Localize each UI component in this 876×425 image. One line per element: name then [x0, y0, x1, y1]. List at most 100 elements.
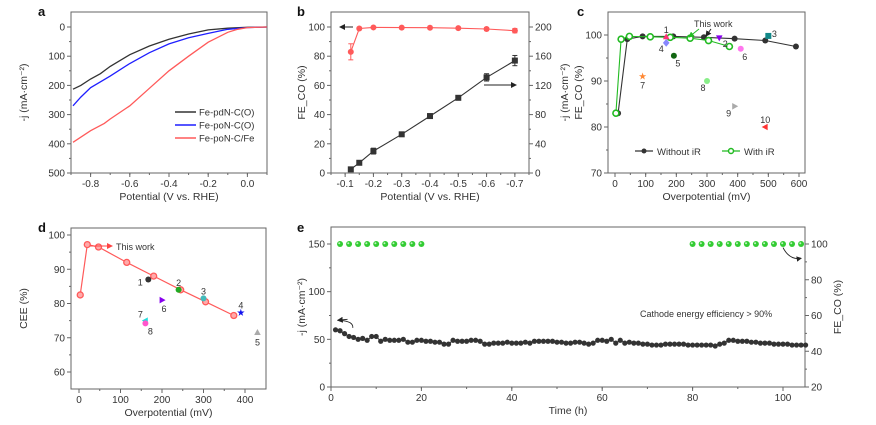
data-point-b — [370, 148, 377, 155]
data-point-e-fe — [689, 241, 696, 247]
data-point-e-current — [405, 339, 411, 345]
panel-b: -0.1 -0.2 -0.3 -0.4 -0.5 -0.6 -0.7 0 20 40 60 80 100… — [296, 11, 571, 203]
panel-label-c: c — [577, 4, 584, 19]
x-tick-label-d: 400 — [237, 395, 254, 406]
y-tick-label-e: 100 — [308, 287, 325, 298]
data-point-e-fe — [418, 241, 425, 247]
legend-label-a-2: Fe-poN-C/Fe — [199, 134, 254, 145]
reference-label-c-2: 2 — [723, 39, 728, 49]
reference-marker-d-8 — [142, 320, 149, 327]
data-point-e-fe-highlight — [338, 242, 341, 245]
data-point-e-fe — [770, 241, 777, 247]
y-tick-label-a: 0 — [59, 23, 65, 34]
data-point-e-fe-highlight — [772, 242, 775, 245]
x-axis-title-b: Potential (V vs. RHE) — [380, 191, 479, 203]
data-point-e-current — [626, 339, 632, 345]
data-point-e-current — [784, 341, 791, 347]
x-tick-label-a: -0.2 — [200, 179, 218, 190]
data-point-e-current — [753, 339, 759, 345]
data-point-b — [455, 94, 462, 101]
panel-label-d: d — [38, 220, 46, 235]
data-point-e-fe-highlight — [726, 242, 729, 245]
reference-marker-d-2 — [175, 286, 182, 293]
arrow-icon — [688, 28, 700, 38]
data-point-e-current — [671, 341, 678, 347]
data-point-e-current — [545, 338, 551, 344]
data-point-c — [612, 109, 620, 117]
y-tick-label-c: 100 — [585, 31, 602, 42]
data-point-e-fe — [337, 241, 344, 247]
data-point-e-fe — [734, 241, 741, 247]
data-point-e-current — [586, 341, 592, 347]
data-point-e-current — [717, 341, 723, 347]
x-tick-label-a: -0.6 — [121, 179, 139, 190]
x-tick-label-b: -0.6 — [478, 179, 496, 190]
reference-marker-c-8 — [704, 78, 710, 84]
data-point-e-fe-highlight — [781, 242, 784, 245]
x-tick-label-e: 100 — [775, 393, 792, 404]
data-point-b — [427, 113, 433, 120]
reference-label-d-4: 4 — [238, 301, 243, 311]
data-point-d — [123, 258, 131, 267]
reference-marker-c-4 — [662, 38, 670, 47]
series-line-a-2 — [72, 26, 268, 143]
data-point-e-current — [504, 339, 510, 345]
annotation-this-work-c: This work — [694, 19, 733, 29]
data-point-e-current — [703, 342, 709, 348]
data-point-d — [230, 311, 238, 320]
data-point-e-current — [450, 337, 456, 343]
data-point-e-current — [653, 342, 660, 348]
data-point-e-fe — [780, 241, 786, 247]
legend-label-c-0: Without iR — [657, 147, 701, 158]
y-right-axis-title-b: -j (mA·cm⁻²) — [559, 63, 571, 121]
data-point-e-current — [798, 342, 804, 348]
reference-marker-d-3 — [200, 295, 207, 302]
data-point-e-current — [536, 338, 542, 344]
reference-marker-c-3 — [765, 32, 772, 39]
data-point-e-fe-highlight — [365, 242, 368, 245]
data-point-e-current — [427, 338, 434, 344]
y-axis-title-d: CEE (%) — [18, 288, 30, 329]
y-tick-label-b: 0 — [319, 169, 325, 180]
data-point-b — [356, 159, 363, 166]
data-point-e-current — [577, 339, 583, 345]
reference-label-d-7: 7 — [138, 310, 143, 320]
data-point-d — [94, 243, 103, 251]
y-right-tick-label-e: 100 — [811, 240, 828, 251]
data-point-e-current — [332, 327, 339, 333]
data-point-b — [455, 25, 462, 32]
data-point-e-current — [473, 337, 479, 343]
data-point-e-current — [360, 335, 366, 341]
data-point-b — [347, 166, 354, 173]
y-right-tick-label-e: 20 — [811, 383, 823, 394]
y-tick-label-a: 500 — [48, 169, 65, 180]
reference-marker-d-6 — [159, 296, 166, 304]
data-point-e-current — [346, 333, 352, 340]
data-point-e-current — [414, 337, 420, 343]
data-point-e-current — [680, 341, 687, 347]
data-point-e-current — [572, 339, 578, 345]
data-point-e-current — [464, 338, 470, 344]
reference-label-c-10: 10 — [760, 115, 770, 125]
data-point-e-current — [694, 342, 700, 348]
data-point-e-current — [748, 339, 754, 345]
series-line-d — [79, 243, 235, 317]
data-point-e-current — [423, 338, 429, 344]
data-point-e-current — [793, 342, 800, 348]
data-point-e-current — [662, 341, 669, 347]
data-point-e-current — [595, 337, 601, 343]
data-point-e-current — [613, 340, 619, 346]
data-point-e-fe — [707, 241, 714, 247]
data-point-e-fe-highlight — [690, 242, 693, 245]
data-point-e-current — [667, 341, 673, 347]
data-point-e-current — [482, 341, 488, 347]
x-tick-label-c: 100 — [637, 179, 654, 190]
reference-marker-c-9 — [732, 103, 739, 110]
plot-frame-d — [70, 227, 267, 390]
y-right-tick-label-b: 160 — [535, 52, 552, 63]
data-point-e-current — [373, 333, 379, 340]
plot-frame-a — [70, 11, 268, 174]
x-tick-label-c: 200 — [668, 179, 685, 190]
data-point-b — [483, 74, 490, 81]
